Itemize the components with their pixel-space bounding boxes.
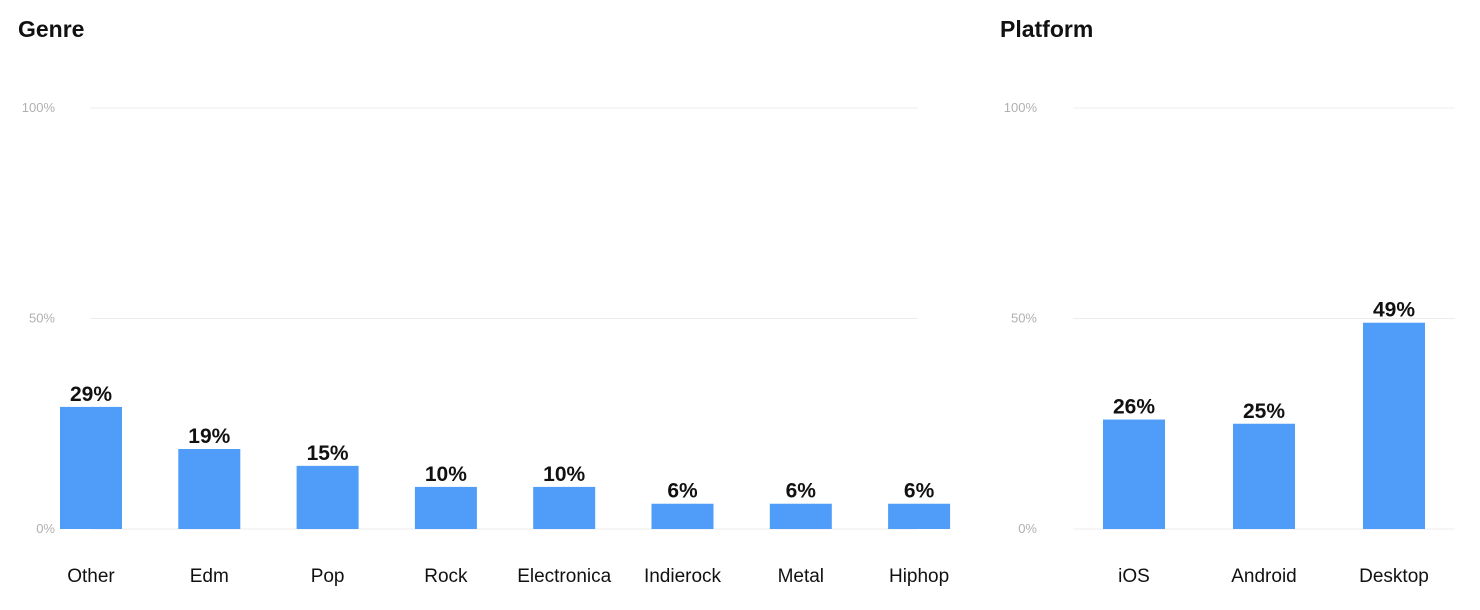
genre-category-label: Indierock: [644, 566, 722, 587]
genre-category-label: Edm: [190, 566, 229, 587]
genre-bar: [651, 503, 714, 529]
genre-y-tick-label: 50%: [29, 311, 55, 326]
genre-bar: [769, 503, 832, 529]
genre-category-label: Metal: [778, 566, 824, 587]
platform-category-label: iOS: [1118, 566, 1150, 587]
genre-bar-value-label: 6%: [667, 480, 698, 503]
genre-y-tick-label: 100%: [22, 100, 56, 115]
genre-bar: [888, 503, 951, 529]
genre-chart-title: Genre: [18, 16, 85, 42]
platform-category-label: Android: [1231, 566, 1297, 587]
platform-bar-value-label: 49%: [1373, 299, 1415, 322]
platform-bar: [1363, 322, 1425, 529]
genre-bar: [414, 486, 477, 529]
genre-bar: [60, 406, 122, 529]
platform-bar-chart: 0% 50% 100% 26% iOS 25% Android 49% Desktop: [1004, 100, 1455, 587]
genre-bar-value-label: 6%: [786, 480, 817, 503]
genre-bar-value-label: 10%: [425, 463, 467, 486]
platform-bar-value-label: 25%: [1243, 400, 1285, 423]
genre-bar: [296, 465, 359, 529]
genre-bar-value-label: 29%: [70, 383, 112, 406]
genre-category-label: Electronica: [517, 566, 611, 587]
platform-chart-title: Platform: [1000, 16, 1094, 42]
genre-category-label: Rock: [424, 566, 468, 587]
platform-bar: [1233, 423, 1295, 529]
genre-bar-value-label: 6%: [904, 480, 935, 503]
genre-bar-value-label: 15%: [307, 442, 349, 465]
platform-category-label: Desktop: [1359, 566, 1429, 587]
genre-bar-value-label: 19%: [188, 425, 230, 448]
platform-bar-value-label: 26%: [1113, 396, 1155, 419]
genre-category-label: Other: [67, 566, 115, 587]
genre-bar-chart: 0% 50% 100% 29% Other 19% Edm 15% Pop 10% Rock 10% E…: [22, 100, 951, 587]
genre-y-tick-label: 0%: [36, 521, 55, 536]
platform-bar: [1103, 419, 1165, 529]
platform-y-tick-label: 100%: [1004, 100, 1038, 115]
platform-y-tick-label: 50%: [1011, 311, 1037, 326]
genre-category-label: Hiphop: [889, 566, 949, 587]
genre-bar-value-label: 10%: [543, 463, 585, 486]
genre-bar: [533, 486, 596, 529]
platform-y-tick-label: 0%: [1018, 521, 1037, 536]
genre-category-label: Pop: [311, 566, 345, 587]
genre-bar: [178, 449, 241, 529]
